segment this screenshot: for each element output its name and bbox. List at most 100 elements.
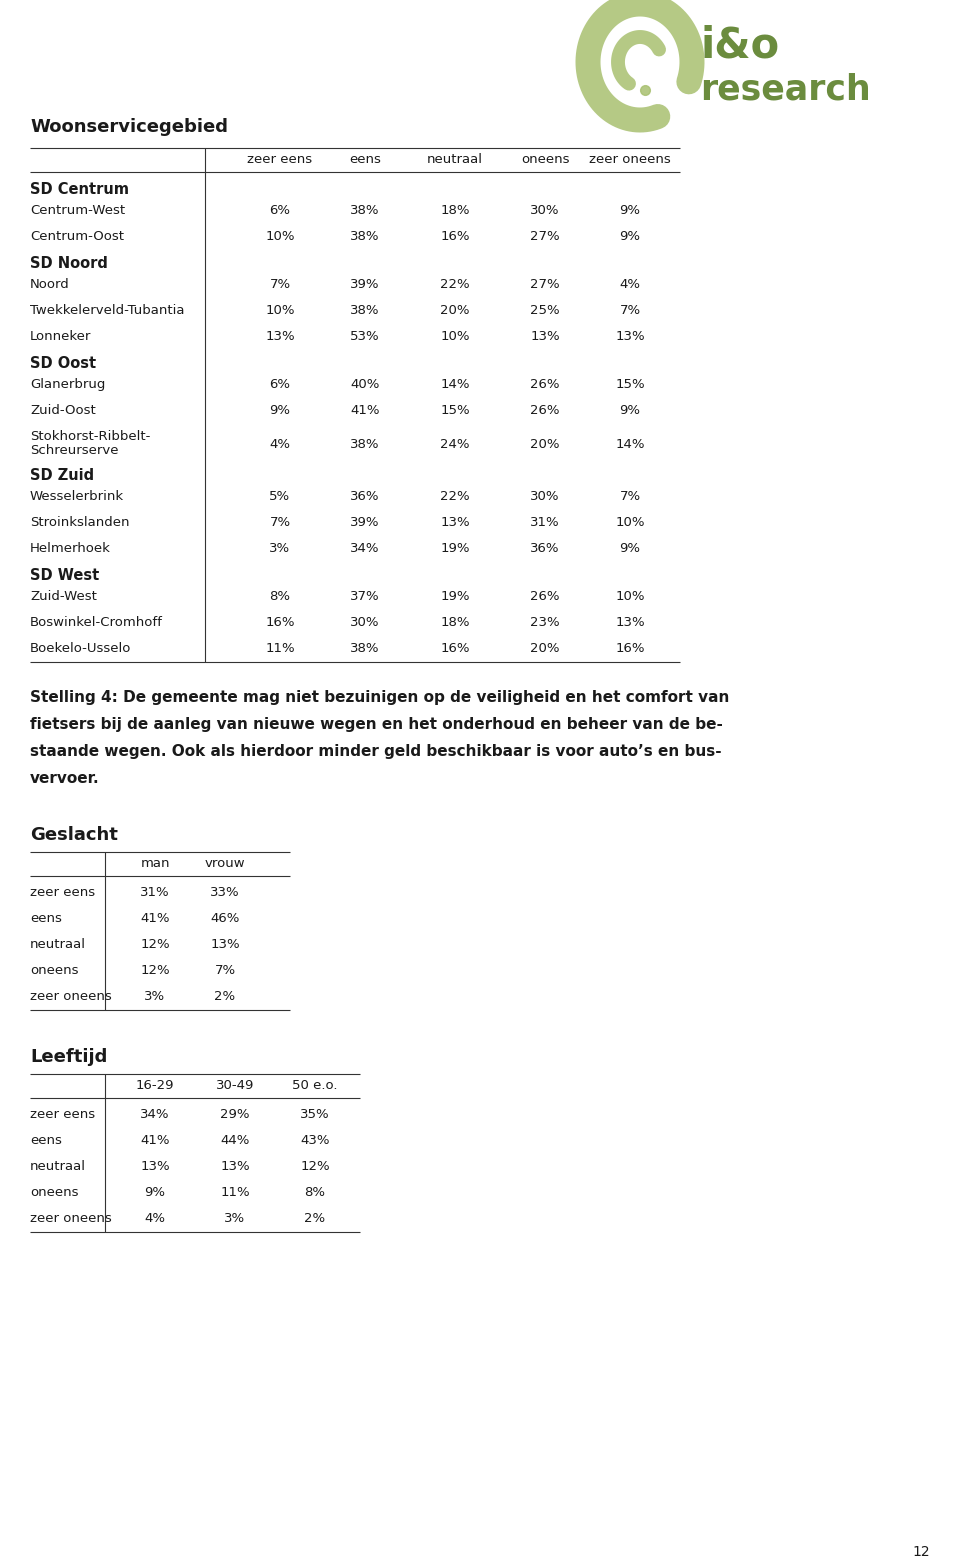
Text: 12%: 12% xyxy=(300,1161,330,1173)
Text: 9%: 9% xyxy=(145,1186,165,1200)
Text: 41%: 41% xyxy=(140,912,170,925)
Text: 10%: 10% xyxy=(615,590,645,603)
Text: i&o: i&o xyxy=(700,25,780,67)
Text: zeer eens: zeer eens xyxy=(30,886,95,900)
Text: 11%: 11% xyxy=(265,642,295,654)
Text: 10%: 10% xyxy=(615,515,645,530)
Text: 7%: 7% xyxy=(619,490,640,503)
Text: eens: eens xyxy=(30,1134,61,1147)
Text: 26%: 26% xyxy=(530,405,560,417)
Text: 39%: 39% xyxy=(350,515,380,530)
Text: 2%: 2% xyxy=(304,1212,325,1225)
Text: Leeftijd: Leeftijd xyxy=(30,1048,108,1065)
Text: 19%: 19% xyxy=(441,542,469,555)
Text: 29%: 29% xyxy=(220,1107,250,1122)
Text: 36%: 36% xyxy=(350,490,380,503)
Text: 13%: 13% xyxy=(140,1161,170,1173)
Text: 13%: 13% xyxy=(441,515,469,530)
Text: eens: eens xyxy=(30,912,61,925)
Text: oneens: oneens xyxy=(30,1186,79,1200)
Text: 26%: 26% xyxy=(530,378,560,390)
Text: 38%: 38% xyxy=(350,437,380,451)
Text: 6%: 6% xyxy=(270,205,291,217)
Text: 31%: 31% xyxy=(140,886,170,900)
Text: 7%: 7% xyxy=(619,305,640,317)
Text: neutraal: neutraal xyxy=(30,939,86,951)
Text: 12: 12 xyxy=(912,1545,930,1559)
Text: 43%: 43% xyxy=(300,1134,329,1147)
Text: 18%: 18% xyxy=(441,615,469,629)
Text: 13%: 13% xyxy=(615,615,645,629)
Text: 16-29: 16-29 xyxy=(135,1079,175,1092)
Text: Noord: Noord xyxy=(30,278,70,291)
Text: neutraal: neutraal xyxy=(30,1161,86,1173)
Text: 3%: 3% xyxy=(225,1212,246,1225)
Text: Centrum-Oost: Centrum-Oost xyxy=(30,230,124,244)
Text: 20%: 20% xyxy=(441,305,469,317)
Text: 11%: 11% xyxy=(220,1186,250,1200)
Text: 19%: 19% xyxy=(441,590,469,603)
Text: SD Noord: SD Noord xyxy=(30,256,108,270)
Text: zeer eens: zeer eens xyxy=(30,1107,95,1122)
Text: SD Zuid: SD Zuid xyxy=(30,469,94,483)
Text: 5%: 5% xyxy=(270,490,291,503)
Text: 9%: 9% xyxy=(619,542,640,555)
Text: 23%: 23% xyxy=(530,615,560,629)
Text: 20%: 20% xyxy=(530,437,560,451)
Text: 34%: 34% xyxy=(350,542,380,555)
Text: vrouw: vrouw xyxy=(204,858,246,870)
Text: 27%: 27% xyxy=(530,278,560,291)
Text: 22%: 22% xyxy=(441,278,469,291)
Text: fietsers bij de aanleg van nieuwe wegen en het onderhoud en beheer van de be-: fietsers bij de aanleg van nieuwe wegen … xyxy=(30,717,723,733)
Text: SD Oost: SD Oost xyxy=(30,356,96,372)
Text: oneens: oneens xyxy=(30,964,79,976)
Text: 36%: 36% xyxy=(530,542,560,555)
Text: 50 e.o.: 50 e.o. xyxy=(292,1079,338,1092)
Text: 26%: 26% xyxy=(530,590,560,603)
Text: research: research xyxy=(700,72,871,106)
Text: 13%: 13% xyxy=(210,939,240,951)
Text: 15%: 15% xyxy=(615,378,645,390)
Text: Stokhorst-Ribbelt-: Stokhorst-Ribbelt- xyxy=(30,430,151,444)
Text: 39%: 39% xyxy=(350,278,380,291)
Text: Boswinkel-Cromhoff: Boswinkel-Cromhoff xyxy=(30,615,163,629)
Text: 2%: 2% xyxy=(214,990,235,1003)
Text: Zuid-Oost: Zuid-Oost xyxy=(30,405,96,417)
Text: 34%: 34% xyxy=(140,1107,170,1122)
Text: Boekelo-Usselo: Boekelo-Usselo xyxy=(30,642,132,654)
Text: 4%: 4% xyxy=(619,278,640,291)
Text: 31%: 31% xyxy=(530,515,560,530)
Text: 9%: 9% xyxy=(619,205,640,217)
Text: 16%: 16% xyxy=(265,615,295,629)
Text: SD Centrum: SD Centrum xyxy=(30,183,129,197)
Text: 13%: 13% xyxy=(615,330,645,344)
Text: 30%: 30% xyxy=(350,615,380,629)
Text: zeer oneens: zeer oneens xyxy=(30,1212,111,1225)
Text: zeer eens: zeer eens xyxy=(248,153,313,166)
Text: 16%: 16% xyxy=(615,642,645,654)
Text: 53%: 53% xyxy=(350,330,380,344)
Text: Geslacht: Geslacht xyxy=(30,826,118,843)
Text: 16%: 16% xyxy=(441,642,469,654)
Text: 24%: 24% xyxy=(441,437,469,451)
Text: 25%: 25% xyxy=(530,305,560,317)
Text: 9%: 9% xyxy=(270,405,291,417)
Text: Stelling 4: De gemeente mag niet bezuinigen op de veiligheid en het comfort van: Stelling 4: De gemeente mag niet bezuini… xyxy=(30,690,730,704)
Text: 27%: 27% xyxy=(530,230,560,244)
Text: Glanerbrug: Glanerbrug xyxy=(30,378,106,390)
Text: 13%: 13% xyxy=(265,330,295,344)
Text: 12%: 12% xyxy=(140,939,170,951)
Text: 7%: 7% xyxy=(270,515,291,530)
Text: 38%: 38% xyxy=(350,205,380,217)
Text: Zuid-West: Zuid-West xyxy=(30,590,97,603)
Text: 10%: 10% xyxy=(265,305,295,317)
Text: 13%: 13% xyxy=(220,1161,250,1173)
Text: 10%: 10% xyxy=(441,330,469,344)
Text: 8%: 8% xyxy=(270,590,291,603)
Text: 14%: 14% xyxy=(441,378,469,390)
Text: 9%: 9% xyxy=(619,405,640,417)
Text: 35%: 35% xyxy=(300,1107,330,1122)
Text: 12%: 12% xyxy=(140,964,170,976)
Text: neutraal: neutraal xyxy=(427,153,483,166)
Text: 18%: 18% xyxy=(441,205,469,217)
